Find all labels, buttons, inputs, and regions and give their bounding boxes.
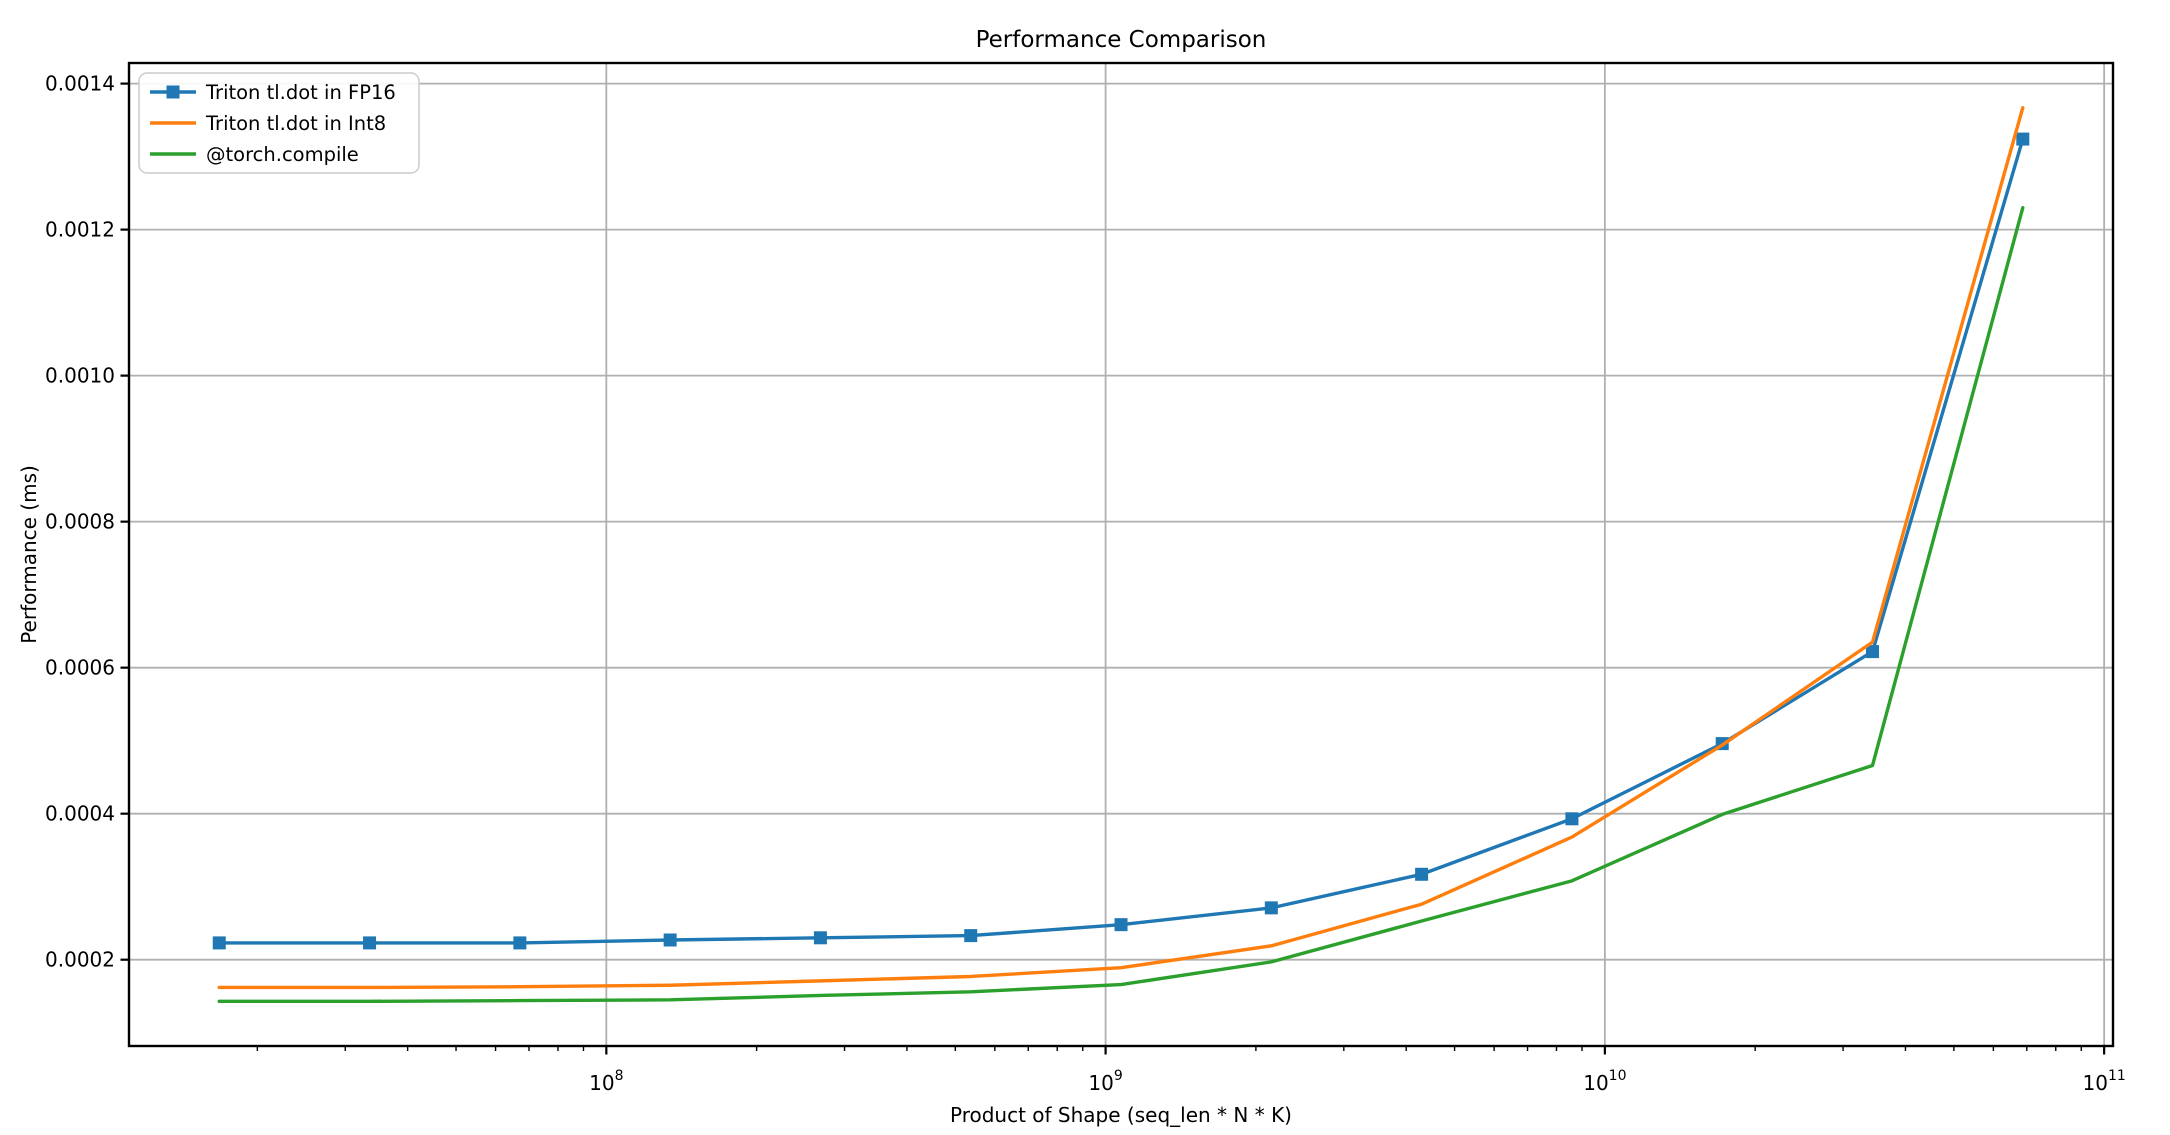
- data-point-marker: [1866, 645, 1880, 659]
- data-point-marker: [663, 933, 677, 947]
- legend-label: Triton tl.dot in FP16: [205, 81, 396, 104]
- x-tick-label: 109: [1088, 1068, 1122, 1095]
- series-markers-1: [212, 132, 2030, 950]
- x-tick-label: 1010: [1583, 1068, 1626, 1095]
- axes-spines: [127, 61, 2115, 1048]
- legend-label: Triton tl.dot in Int8: [205, 112, 386, 135]
- x-minor-ticks: [256, 1046, 2082, 1051]
- data-point-marker: [363, 936, 377, 950]
- x-axis-label: Product of Shape (seq_len * N * K): [950, 1103, 1292, 1127]
- gridlines: [129, 63, 2113, 1046]
- y-axis: 0.0002 0.0004 0.0006 0.0008 0.0010 0.0012 0.00…: [45, 72, 129, 972]
- data-point-marker: [1565, 812, 1579, 826]
- y-tick-label: 0.0004: [45, 802, 115, 826]
- x-axis: 108 109 1010 1011: [589, 1046, 2126, 1095]
- axes-background: [129, 63, 2113, 1046]
- data-point-marker: [212, 936, 226, 950]
- data-point-marker: [964, 929, 978, 943]
- y-tick-label: 0.0006: [45, 656, 115, 680]
- y-tick-label: 0.0008: [45, 510, 115, 534]
- legend-sample-marker: [166, 85, 180, 99]
- data-point-marker: [2016, 132, 2030, 146]
- data-point-marker: [813, 931, 827, 945]
- y-tick-label: 0.0010: [45, 364, 115, 388]
- y-tick-label: 0.0014: [45, 72, 115, 96]
- data-point-marker: [1264, 901, 1278, 915]
- legend: Triton tl.dot in FP16 Triton tl.dot in In…: [138, 72, 420, 174]
- y-tick-label: 0.0012: [45, 218, 115, 242]
- series-line-2: [217, 105, 2025, 990]
- data-point-marker: [1114, 918, 1128, 932]
- data-point-marker: [1415, 867, 1429, 881]
- y-tick-label: 0.0002: [45, 948, 115, 972]
- chart-title: Performance Comparison: [976, 27, 1267, 53]
- y-axis-label: Performance (ms): [17, 465, 41, 644]
- legend-box: [138, 72, 420, 174]
- legend-label: @torch.compile: [206, 143, 359, 166]
- data-point-marker: [513, 936, 527, 950]
- x-tick-label: 1011: [2083, 1068, 2126, 1095]
- series-line-3: [217, 205, 2025, 1004]
- x-tick-label: 108: [589, 1068, 623, 1095]
